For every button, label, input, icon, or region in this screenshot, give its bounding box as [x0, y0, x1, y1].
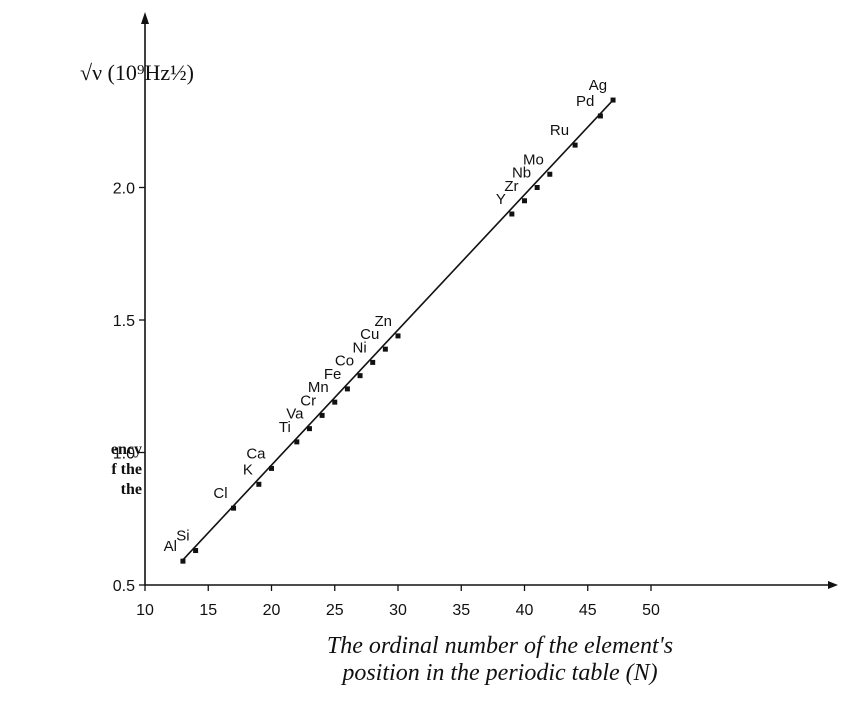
data-point — [180, 558, 186, 564]
data-label: Ca — [246, 445, 266, 462]
data-label: Zn — [374, 313, 392, 330]
x-axis-label-line: position in the periodic table (N) — [342, 660, 658, 686]
y-tick-label: 1.5 — [113, 313, 135, 330]
y-axis-arrow — [141, 12, 149, 24]
data-point — [547, 171, 553, 177]
x-tick-label: 35 — [452, 602, 470, 619]
data-point — [357, 373, 363, 379]
data-label: Ru — [550, 122, 569, 139]
data-label: Cr — [300, 392, 316, 409]
data-point — [597, 113, 603, 119]
data-label: Ni — [353, 339, 367, 356]
x-tick-label: 50 — [642, 602, 660, 619]
data-label: K — [243, 461, 253, 478]
data-point — [395, 333, 401, 339]
data-label: Fe — [324, 366, 342, 383]
data-point — [572, 142, 578, 148]
data-point — [522, 198, 527, 204]
x-tick-label: 10 — [136, 602, 154, 619]
fit-line — [181, 99, 614, 562]
data-label: Zr — [504, 178, 518, 195]
data-point — [332, 399, 338, 405]
x-axis-arrow — [828, 581, 838, 589]
x-axis-label: The ordinal number of the element's posi… — [200, 633, 800, 687]
data-label: Co — [335, 353, 354, 370]
x-tick-label: 30 — [389, 602, 407, 619]
data-label: Al — [164, 538, 177, 555]
data-point — [534, 185, 540, 190]
data-label: Va — [286, 406, 304, 423]
data-point — [294, 439, 300, 445]
data-label: Ag — [589, 77, 607, 94]
x-axis-label-line: The ordinal number of the element's — [326, 633, 674, 659]
x-tick-label: 25 — [326, 602, 344, 619]
data-point — [610, 97, 616, 103]
data-point — [269, 465, 274, 471]
y-axis-label: √ν (10⁹Hz½) — [80, 60, 194, 85]
y-tick-label: 0.5 — [113, 578, 135, 595]
data-point — [344, 386, 350, 392]
data-point — [319, 412, 325, 418]
data-point — [231, 505, 237, 511]
data-label: Mn — [308, 379, 329, 396]
data-point — [509, 211, 515, 217]
x-tick-label: 40 — [516, 602, 534, 619]
data-point — [193, 548, 199, 554]
data-label: Mo — [523, 151, 544, 168]
side-caption: ency f the the — [60, 440, 142, 500]
data-label: Cl — [213, 485, 227, 502]
x-tick-label: 45 — [579, 602, 597, 619]
y-tick-label: 1.0 — [113, 446, 135, 463]
axes: 10 15 20 25 30 35 40 45 50 0.5 1.0 1.5 2.0 — [113, 12, 838, 619]
x-tick-label: 15 — [199, 602, 217, 619]
data-point — [370, 359, 376, 365]
data-label: Pd — [576, 93, 594, 110]
data-point — [306, 426, 312, 432]
side-caption-line: f the — [111, 461, 142, 478]
x-tick-label: 20 — [263, 602, 281, 619]
data-label: Ti — [279, 419, 291, 436]
side-caption-line: ency — [110, 441, 142, 458]
data-label: Si — [176, 528, 189, 545]
data-label: Nb — [512, 165, 531, 182]
data-label: Cu — [360, 326, 379, 343]
data-point — [256, 481, 262, 487]
data-point — [382, 346, 388, 352]
data-label: Y — [496, 191, 506, 208]
y-tick-label: 2.0 — [113, 181, 135, 198]
side-caption-line: the — [120, 481, 142, 498]
